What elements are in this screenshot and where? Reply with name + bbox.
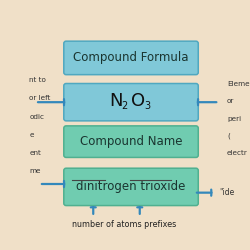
FancyBboxPatch shape xyxy=(64,84,198,121)
Text: number of atoms prefixes: number of atoms prefixes xyxy=(72,220,176,229)
Text: N: N xyxy=(109,92,122,110)
Text: dinitrogen trioxide: dinitrogen trioxide xyxy=(76,180,186,194)
Text: nt to: nt to xyxy=(29,77,46,83)
Text: peri: peri xyxy=(227,116,241,121)
FancyBboxPatch shape xyxy=(64,168,198,205)
Text: Compound Name: Compound Name xyxy=(80,135,182,148)
Text: me: me xyxy=(29,168,41,174)
Text: or: or xyxy=(227,98,234,104)
Text: ent: ent xyxy=(29,150,41,156)
Text: e: e xyxy=(29,132,34,138)
Text: Compound Formula: Compound Formula xyxy=(73,52,189,64)
Text: odic: odic xyxy=(29,114,44,120)
Text: Eleme: Eleme xyxy=(227,81,250,87)
Text: 3: 3 xyxy=(144,102,150,112)
Text: or left: or left xyxy=(29,95,51,101)
FancyBboxPatch shape xyxy=(64,41,198,75)
FancyBboxPatch shape xyxy=(64,126,198,158)
Text: 2: 2 xyxy=(121,102,128,112)
Text: electr: electr xyxy=(227,150,248,156)
Text: "ide: "ide xyxy=(219,188,234,197)
Text: (: ( xyxy=(227,132,230,139)
Text: O: O xyxy=(131,92,145,110)
